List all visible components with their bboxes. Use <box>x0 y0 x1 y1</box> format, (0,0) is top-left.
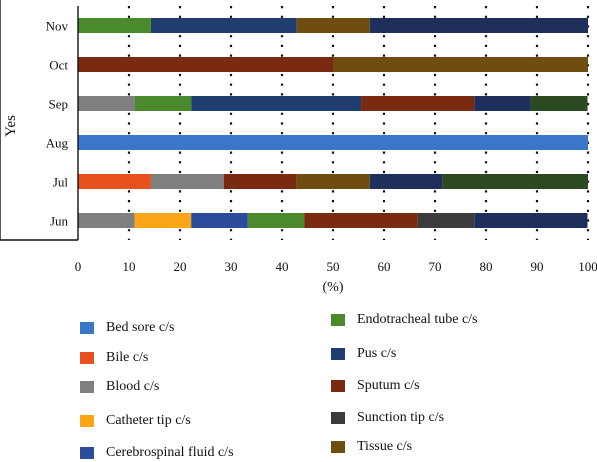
axes <box>0 0 79 241</box>
legend-item: Sunction tip c/s <box>331 409 444 427</box>
x-tick-50: 50 <box>327 259 340 274</box>
bar-jun-sputum-c-s <box>304 213 418 228</box>
bar-jul-tissue-c-s <box>296 174 370 189</box>
bar-sep-dark-green <box>530 96 588 111</box>
x-tick-labels: 0 10 20 30 40 50 60 70 80 90 100 <box>75 259 597 274</box>
bar-jul-bile-c-s <box>78 174 151 189</box>
legend-swatch <box>331 412 345 424</box>
x-tick-40: 40 <box>276 259 289 274</box>
legend-label: Sputum c/s <box>357 378 420 393</box>
legend-item: Endotracheal tube c/s <box>331 311 478 329</box>
bar-sep-endotracheal-tube-c-s <box>134 96 192 111</box>
legend-swatch <box>80 415 94 427</box>
bar-nov-endotracheal-tube-c-s <box>78 18 151 33</box>
bar-jun-cerebrospinal-fluid-c-s <box>191 213 248 228</box>
bar-nov-navy <box>369 18 588 33</box>
legend-item: Bile c/s <box>80 349 148 367</box>
legend-item: Bed sore c/s <box>80 319 174 337</box>
x-tick-10: 10 <box>123 259 136 274</box>
legend: Bed sore c/s Bile c/s Blood c/s Catheter ti… <box>0 305 597 460</box>
x-tick-70: 70 <box>429 259 442 274</box>
legend-swatch <box>80 322 94 334</box>
legend-swatch <box>80 352 94 364</box>
y-axis-label: Yes <box>3 115 19 137</box>
bar-nov-pus-c-s <box>150 18 297 33</box>
x-tick-0: 0 <box>75 259 82 274</box>
legend-item: Catheter tip c/s <box>80 412 191 430</box>
legend-item: Tissue c/s <box>331 438 412 456</box>
bar-jul-blood-c-s <box>150 174 224 189</box>
legend-swatch <box>331 348 345 360</box>
bar-nov-tissue-c-s <box>296 18 370 33</box>
y-tick-labels: Jun Jul Aug Sep Oct Nov <box>46 19 69 229</box>
y-tick-sep: Sep <box>49 97 69 112</box>
x-tick-90: 90 <box>531 259 544 274</box>
legend-label: Bile c/s <box>106 350 149 365</box>
y-tick-jul: Jul <box>53 175 69 190</box>
y-tick-jun: Jun <box>50 214 69 229</box>
legend-label: Bed sore c/s <box>106 320 175 335</box>
y-tick-oct: Oct <box>49 58 68 73</box>
bar-jun-endotracheal-tube-c-s <box>247 213 305 228</box>
legend-label: Endotracheal tube c/s <box>357 312 478 327</box>
stacked-bar-chart: Jun Jul Aug Sep Oct Nov 0 10 20 30 40 50 60 70 80 90 10… <box>0 0 597 295</box>
bars <box>78 18 588 228</box>
bar-jul-dark-green <box>442 174 588 189</box>
grid-lines <box>127 6 590 240</box>
bar-sep-blood-c-s <box>78 96 135 111</box>
bar-jun-blood-c-s <box>78 213 135 228</box>
bar-sep-sputum-c-s <box>361 96 475 111</box>
bar-oct-sputum-c-s <box>78 57 333 72</box>
bar-jun-navy <box>474 213 588 228</box>
legend-swatch <box>80 381 94 393</box>
legend-swatch <box>331 441 345 453</box>
legend-label: Blood c/s <box>106 379 160 394</box>
bar-jun-sunction-tip-c-s <box>417 213 475 228</box>
bar-sep-pus-c-s <box>191 96 362 111</box>
x-tick-100: 100 <box>578 259 597 274</box>
legend-item: Pus c/s <box>331 345 396 363</box>
x-tick-20: 20 <box>174 259 187 274</box>
legend-label: Cerebrospinal fluid c/s <box>106 445 234 460</box>
legend-item: Cerebrospinal fluid c/s <box>80 444 234 462</box>
y-tick-nov: Nov <box>46 19 69 34</box>
legend-item: Blood c/s <box>80 378 159 396</box>
legend-item: Sputum c/s <box>331 377 420 395</box>
x-tick-60: 60 <box>378 259 391 274</box>
bar-sep-navy <box>474 96 531 111</box>
bar-jun-catheter-tip-c-s <box>134 213 192 228</box>
bar-aug-bed-sore-c-s <box>78 135 588 150</box>
x-tick-80: 80 <box>480 259 493 274</box>
legend-swatch <box>331 380 345 392</box>
legend-label: Pus c/s <box>357 346 397 361</box>
legend-swatch <box>80 447 94 459</box>
legend-label: Catheter tip c/s <box>106 413 191 428</box>
bar-jul-sputum-c-s <box>223 174 297 189</box>
y-tick-aug: Aug <box>46 136 69 151</box>
x-axis-label: (%) <box>323 280 344 295</box>
x-tick-30: 30 <box>225 259 238 274</box>
legend-label: Sunction tip c/s <box>357 410 445 425</box>
bar-jul-navy <box>369 174 443 189</box>
legend-swatch <box>331 314 345 326</box>
legend-label: Tissue c/s <box>357 439 413 454</box>
bar-oct-tissue-c-s <box>333 57 588 72</box>
